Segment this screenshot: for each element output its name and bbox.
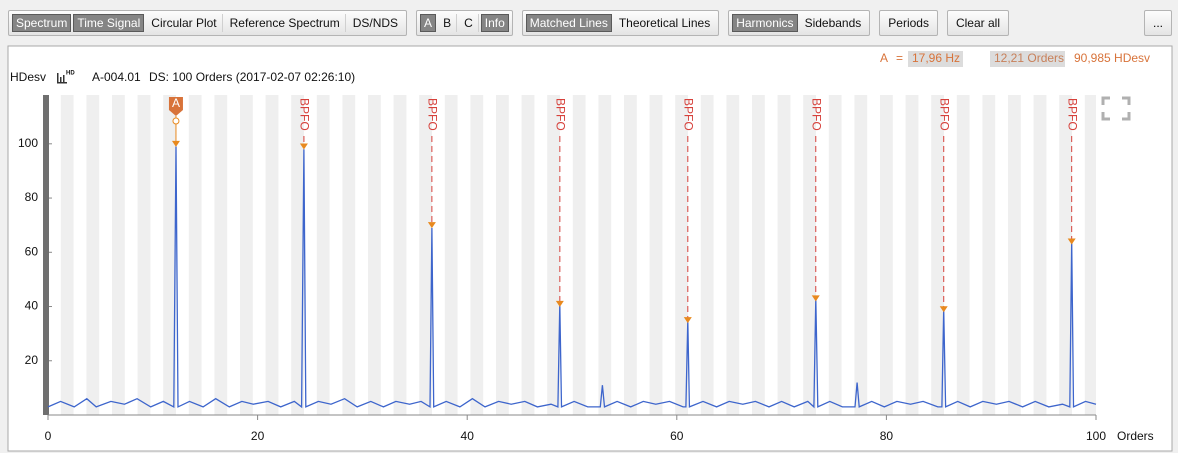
plot-background <box>48 95 1096 415</box>
button-group: Clear all <box>946 10 1009 36</box>
toolbar-button[interactable]: Reference Spectrum <box>225 14 346 32</box>
harmonic-label: BPFO <box>426 98 440 131</box>
x-tick-label: 0 <box>45 429 52 443</box>
point-id: A-004.01 <box>92 70 141 84</box>
y-tick-label: 20 <box>25 353 39 367</box>
button-group: Spectrum Time Signal Circular Plot Referenc… <box>8 10 408 36</box>
readout-box <box>908 51 963 67</box>
toolbar-button[interactable]: Theoretical Lines <box>618 16 711 30</box>
y-unit: HDesv <box>10 70 46 84</box>
y-tick-label: 60 <box>25 244 39 258</box>
x-tick-label: 20 <box>251 429 265 443</box>
toolbar-button[interactable]: DS/NDS <box>352 16 399 30</box>
toolbar-button[interactable]: Matched Lines <box>525 14 612 32</box>
harmonic-marker <box>171 140 180 147</box>
x-tick-label: 60 <box>670 429 684 443</box>
harmonic-label: BPFO <box>554 98 568 131</box>
description: DS: 100 Orders (2017-02-07 02:26:10) <box>149 70 355 84</box>
button-group: Matched Lines Theoretical Lines <box>521 10 720 36</box>
x-axis-label: Orders <box>1117 429 1154 443</box>
toolbar-button[interactable]: B <box>438 14 458 32</box>
cursor-ring <box>172 117 180 125</box>
svg-text:HD: HD <box>66 71 75 77</box>
harmonic-marker <box>1067 238 1076 245</box>
button-group: A B C Info <box>416 10 513 36</box>
hd-icon: HD <box>57 71 75 84</box>
y-tick-label: 40 <box>25 299 39 313</box>
toolbar-button[interactable]: Periods <box>888 16 929 30</box>
toolbar-button[interactable]: Spectrum <box>12 14 72 32</box>
button-group: Periods <box>879 10 938 36</box>
x-tick-label: 100 <box>1086 429 1106 443</box>
harmonic-marker <box>939 306 948 313</box>
harmonic-label: BPFO <box>1066 98 1080 131</box>
toolbar-button[interactable]: Circular Plot <box>146 14 223 32</box>
cursor-name: A <box>880 51 888 65</box>
harmonic-marker <box>683 317 692 324</box>
fullscreen-icon[interactable] <box>1101 96 1131 121</box>
readout-orders: 12,21 Orders <box>994 51 1064 65</box>
toolbar-button[interactable]: C <box>459 14 479 32</box>
cursor-flag <box>168 97 183 116</box>
harmonic-label: BPFO <box>810 98 824 131</box>
harmonic-label: BPFO <box>298 98 312 131</box>
readout-amplitude: 90,985 HDesv <box>1074 51 1150 65</box>
y-tick-label: 100 <box>18 136 38 150</box>
harmonic-label: BPFO <box>938 98 952 131</box>
toolbar: Spectrum Time Signal Circular Plot Referenc… <box>8 9 1172 37</box>
harmonic-marker <box>299 143 308 150</box>
equals: = <box>896 51 903 65</box>
x-tick-label: 40 <box>461 429 475 443</box>
harmonic-label: BPFO <box>682 98 696 131</box>
toolbar-button[interactable]: Sidebands <box>804 16 862 30</box>
y-tick-label: 80 <box>25 190 39 204</box>
cursor-label: A <box>172 96 180 110</box>
button-group: Harmonics Sidebands <box>728 10 871 36</box>
harmonic-marker <box>555 300 564 307</box>
toolbar-button[interactable]: Time Signal <box>73 14 145 32</box>
readout-box <box>990 51 1065 67</box>
toolbar-button[interactable]: Clear all <box>955 16 1000 30</box>
harmonic-marker <box>427 222 436 229</box>
readout-frequency: 17,96 Hz <box>912 51 960 65</box>
spectrum-line <box>47 146 1097 409</box>
toolbar-button[interactable]: A <box>420 14 437 32</box>
toolbar-button[interactable]: Harmonics <box>732 14 798 32</box>
more-button[interactable]: ... <box>1143 10 1172 36</box>
harmonic-marker <box>811 295 820 302</box>
x-tick-label: 80 <box>880 429 894 443</box>
y-axis-bar <box>43 95 49 415</box>
toolbar-button[interactable]: Info <box>480 14 509 32</box>
